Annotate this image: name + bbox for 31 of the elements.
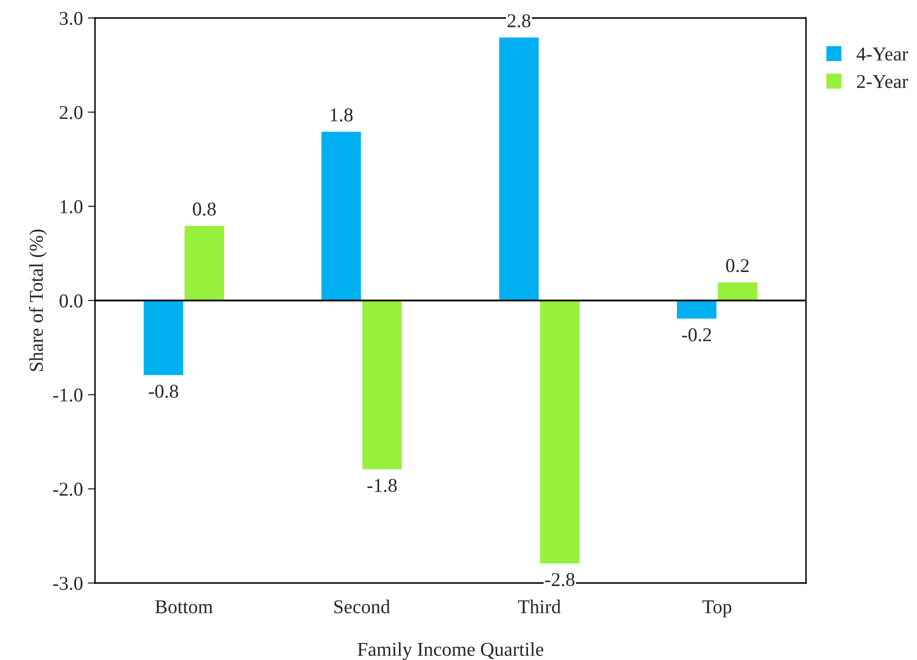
y-axis-title: Share of Total (%) (29, 230, 47, 371)
x-tick-label: Top (702, 600, 732, 618)
x-axis-title: Family Income Quartile (358, 642, 544, 660)
data-label: -0.8 (148, 384, 178, 398)
bar (320, 130, 362, 302)
data-label: 0.2 (726, 259, 749, 272)
y-tick-label: 1.0 (60, 200, 82, 214)
data-label: -1.8 (367, 478, 397, 492)
y-tick-label: 3.0 (60, 12, 82, 26)
bar (498, 36, 540, 302)
legend-label: 2-Year (857, 75, 908, 88)
y-tick-label: 2.0 (60, 106, 82, 120)
y-tick-label: -1.0 (53, 388, 82, 402)
bar (360, 300, 404, 471)
data-label: 0.8 (192, 202, 216, 216)
x-tick-label: Second (334, 600, 390, 614)
data-label: -0.2 (682, 328, 711, 342)
y-tick-label: -3.0 (53, 576, 82, 590)
x-tick-label: Bottom (155, 600, 213, 614)
bar (142, 300, 185, 377)
data-label: 2.8 (508, 14, 530, 28)
bar (538, 300, 581, 565)
y-tick-label: 0.0 (60, 294, 82, 308)
x-tick-label: Third (518, 600, 561, 614)
data-label: 1.8 (330, 108, 353, 122)
bar (676, 300, 718, 320)
bar (716, 280, 759, 302)
legend-label: 4-Year (856, 48, 908, 61)
data-label: -2.8 (545, 573, 574, 586)
y-tick-label: -2.0 (53, 482, 82, 496)
bar (183, 224, 226, 302)
